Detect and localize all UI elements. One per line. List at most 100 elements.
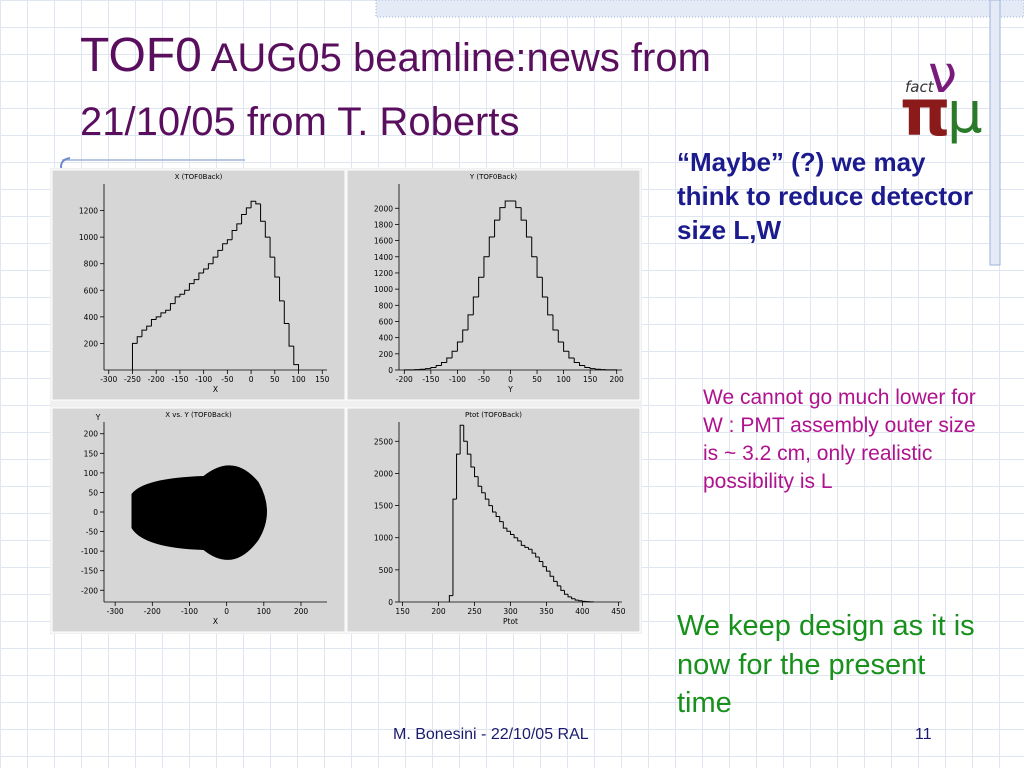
histogram-bin (560, 585, 565, 591)
logo-letter: ν (928, 45, 957, 105)
x-tick-label: -250 (124, 375, 141, 384)
y-tick-label: 800 (379, 301, 394, 310)
y-axis-label: Y (95, 413, 101, 422)
histogram-bin (535, 553, 540, 558)
top-band (375, 0, 1024, 18)
histogram-bin (446, 357, 453, 363)
x-tick-label: 100 (291, 375, 306, 384)
histogram-bin (288, 323, 294, 347)
x-tick-label: 200 (294, 607, 309, 616)
x-tick-label: -300 (107, 607, 124, 616)
histogram-bin (451, 350, 458, 358)
histogram-bin (165, 309, 171, 313)
histogram-bin (174, 296, 180, 304)
title-line: 21/10/05 from T. Roberts (80, 100, 520, 144)
histogram-bin (169, 303, 176, 311)
x-tick-label: 100 (556, 375, 571, 384)
y-tick-label: 2000 (374, 469, 393, 478)
histogram-bin (274, 257, 280, 278)
histogram-bin (552, 314, 559, 331)
logo-letter: μ (947, 81, 983, 146)
histogram-bin (579, 362, 585, 367)
histogram-bin (184, 289, 190, 295)
histogram-bin (488, 236, 495, 257)
y-tick-label: 600 (84, 286, 99, 295)
x-axis-label: Ptot (503, 617, 518, 626)
histogram-bin (584, 365, 591, 368)
x-tick-label: 50 (532, 375, 542, 384)
slide-title: TOF0 AUG05 beamline:news from (80, 28, 711, 83)
x-tick-label: -150 (422, 375, 439, 384)
histogram-bin (470, 454, 475, 468)
x-tick-label: -100 (449, 375, 466, 384)
histogram-bin (567, 594, 572, 598)
histogram-bin (563, 590, 569, 595)
histogram-bin (510, 531, 515, 535)
histogram-bin (477, 476, 482, 487)
histogram-bin (556, 581, 561, 587)
histogram-bin (524, 545, 529, 548)
histogram-bin (515, 200, 522, 209)
y-tick-label: 150 (84, 449, 99, 458)
y-tick-label: 400 (379, 334, 394, 343)
side-band (989, 0, 1001, 266)
title-main: TOF0 (80, 29, 202, 82)
x-tick-label: 400 (575, 607, 590, 616)
x-tick-label: -100 (181, 607, 198, 616)
histogram-bin (283, 300, 290, 324)
histogram-bin (188, 283, 195, 291)
histogram-bin (499, 207, 506, 221)
histogram-bin (483, 256, 490, 278)
y-tick-label: 2000 (374, 204, 393, 213)
histogram-bin (495, 512, 500, 517)
histogram-bin (279, 277, 285, 302)
y-tick-label: 1200 (79, 207, 98, 216)
y-tick-label: 400 (84, 313, 99, 322)
histogram-bin (571, 596, 576, 600)
histogram-bin (448, 595, 453, 602)
histogram-bin (269, 237, 275, 258)
histogram-bin (435, 365, 442, 368)
logo-letter: π (900, 77, 951, 151)
histogram-bin (260, 203, 266, 222)
plot-title: Ptot (TOF0Back) (465, 411, 522, 419)
x-tick-label: 300 (503, 607, 518, 616)
histogram-bin (527, 547, 533, 550)
histogram-bin (160, 312, 166, 317)
x-tick-label: -200 (144, 607, 161, 616)
page-number: 11 (915, 726, 932, 743)
histogram-bin (131, 342, 138, 370)
histogram-bin (578, 600, 583, 602)
histogram-bin (203, 268, 209, 274)
y-tick-label: 0 (388, 598, 393, 607)
x-tick-label: 200 (431, 607, 446, 616)
histogram-bin (536, 256, 543, 278)
histogram-bin (525, 220, 532, 238)
histogram-bin (545, 566, 551, 572)
scatter-cloud (131, 465, 267, 560)
x-tick-label: 150 (395, 607, 410, 616)
histogram-bin (146, 325, 152, 331)
x-axis-label: X (213, 385, 218, 394)
y-tick-label: 1000 (374, 285, 393, 294)
histogram-bin (484, 492, 489, 500)
histogram-bin (506, 528, 511, 532)
x-tick-label: 450 (611, 607, 626, 616)
histogram-bin (264, 221, 271, 238)
histogram-bin (440, 362, 447, 366)
histogram-bin (150, 319, 157, 327)
x-tick-label: -50 (478, 375, 490, 384)
histogram-bin (456, 341, 463, 352)
y-tick-label: 50 (88, 488, 98, 497)
histogram-bin (193, 279, 199, 284)
y-tick-label: 2500 (374, 437, 393, 446)
histogram-bin (155, 316, 161, 320)
plot-figure: X (TOF0Back) -300 -250 -200 -150 -100 -50 0 50 10… (50, 168, 642, 634)
histogram-bin (452, 498, 457, 596)
histogram-bin (245, 207, 252, 215)
x-tick-label: -200 (396, 375, 413, 384)
histogram-bin (459, 424, 464, 455)
histogram-bin (466, 441, 471, 455)
x-tick-label: 150 (583, 375, 598, 384)
